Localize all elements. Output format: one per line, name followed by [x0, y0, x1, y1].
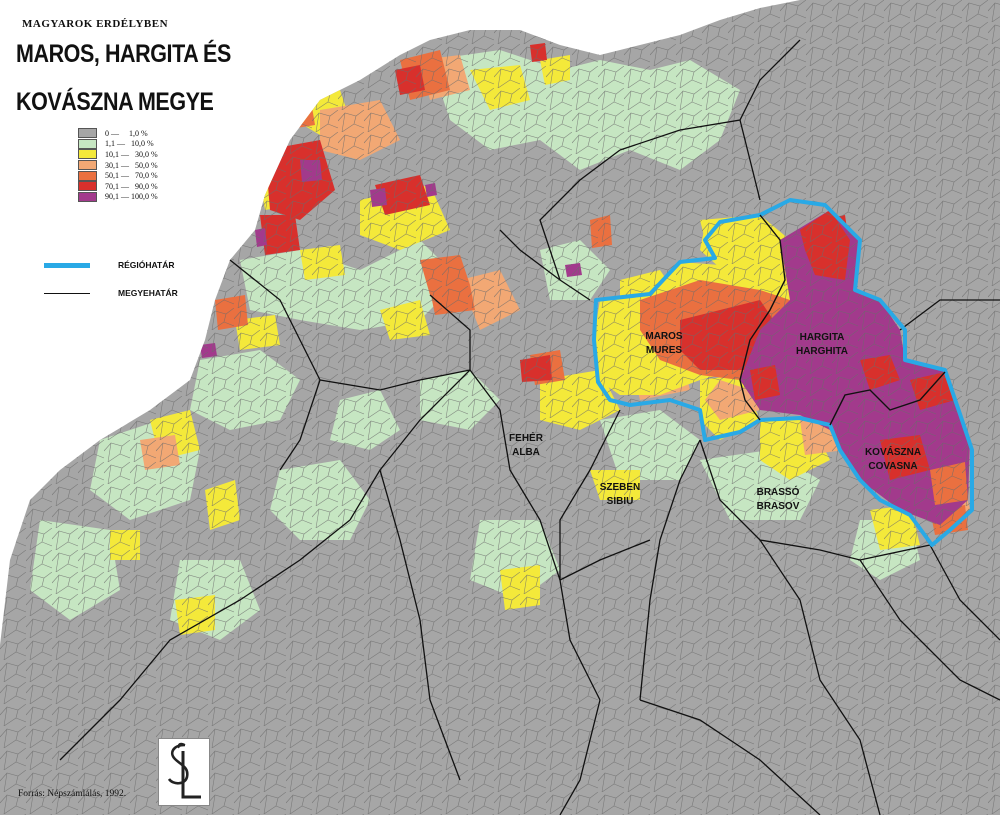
legend-label: 90,1 — 100,0 %: [105, 192, 158, 202]
region-border-swatch: [44, 262, 90, 268]
county-name-hu: HARGITA: [799, 332, 845, 343]
legend-item: 10,1 — 30,0 %: [78, 149, 158, 160]
map-title-line1: MAROS, HARGITA ÉS: [16, 40, 231, 68]
county-label-szeben: SZEBEN SIBIU: [600, 481, 641, 509]
county-name-hu: SZEBEN: [599, 482, 641, 493]
region-boundary: [592, 198, 974, 547]
author-logo: [158, 738, 210, 806]
legend: 0 — 1,0 % 1,1 — 10,0 % 10,1 — 30,0 % 30,…: [78, 128, 158, 202]
county-border-label: MEGYEHATÁR: [118, 288, 178, 298]
legend-swatch: [78, 128, 97, 139]
legend-swatch: [78, 149, 97, 160]
sl-monogram-icon: [167, 742, 201, 799]
legend-county-border: MEGYEHATÁR: [44, 288, 178, 298]
county-name-hu: FEHÉR: [509, 433, 543, 444]
county-name-hu: MAROS: [645, 331, 683, 342]
legend-label: 50,1 — 70,0 %: [105, 171, 158, 181]
legend-item: 0 — 1,0 %: [78, 128, 158, 139]
county-label-maros: MAROS MURES: [645, 330, 682, 358]
county-name-hu: BRASSÓ: [756, 487, 800, 498]
covasna-county-border: [829, 371, 946, 426]
map-title-line2: KOVÁSZNA MEGYE: [16, 88, 214, 116]
legend-swatch: [78, 160, 97, 171]
county-borders: [59, 39, 1000, 815]
legend-item: 1,1 — 10,0 %: [78, 138, 158, 150]
map-supertitle: MAGYAROK ERDÉLYBEN: [22, 18, 169, 30]
legend-label: 10,1 — 30,0 %: [105, 149, 158, 159]
county-name-ro: HARGHITA: [795, 346, 849, 357]
legend-item: 70,1 — 90,0 %: [78, 181, 158, 192]
legend-label: 1,1 — 10,0 %: [105, 139, 154, 149]
county-label-kovaszna: KOVÁSZNA COVASNA: [865, 446, 921, 474]
legend-region-border: RÉGIÓHATÁR: [44, 260, 175, 270]
legend-item: 30,1 — 50,0 %: [78, 160, 158, 171]
legend-item: 90,1 — 100,0 %: [78, 191, 158, 203]
legend-swatch: [78, 191, 97, 202]
county-name-ro: ALBA: [512, 447, 540, 458]
county-label-hargita: HARGITA HARGHITA: [796, 331, 848, 359]
county-name-ro: COVASNA: [868, 461, 918, 472]
county-border-swatch: [44, 292, 90, 294]
county-name-ro: MURES: [645, 345, 683, 356]
legend-item: 50,1 — 70,0 %: [78, 170, 158, 181]
legend-label: 0 — 1,0 %: [105, 128, 148, 138]
legend-swatch: [78, 181, 97, 192]
legend-swatch: [78, 170, 97, 181]
region-border-label: RÉGIÓHATÁR: [118, 260, 175, 270]
data-source: Forrás: Népszámlálás, 1992.: [18, 789, 127, 799]
county-name-ro: BRASOV: [756, 501, 800, 512]
legend-label: 70,1 — 90,0 %: [105, 181, 158, 191]
legend-swatch: [78, 138, 97, 149]
county-name-ro: SIBIU: [606, 496, 634, 507]
legend-label: 30,1 — 50,0 %: [105, 160, 158, 170]
county-label-feher: FEHÉR ALBA: [509, 432, 543, 460]
county-label-brasso: BRASSÓ BRASOV: [757, 486, 800, 514]
harghita-county-border: [739, 214, 786, 421]
county-name-hu: KOVÁSZNA: [864, 447, 922, 458]
